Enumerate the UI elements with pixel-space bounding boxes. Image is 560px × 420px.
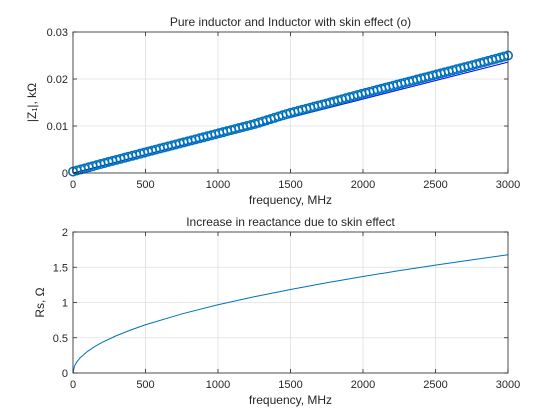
bottom-ytick-label: 0 (62, 368, 68, 380)
bottom-plot: 0 500 1000 1500 2000 2500 3000 0 0.5 1 1.5 2 Increa… (33, 215, 520, 407)
bottom-xtick-label: 2500 (423, 379, 447, 391)
bottom-ticks: 0 500 1000 1500 2000 2500 3000 0 0.5 1 1.5 2 (53, 227, 521, 391)
top-ytick-label: 0.01 (47, 121, 68, 133)
top-xtick-label: 500 (136, 179, 154, 191)
bottom-ytick-label: 2 (62, 227, 68, 239)
top-plot: 0 500 1000 1500 2000 2500 3000 0 0.01 0.02 0.03 Pu… (25, 15, 520, 207)
bottom-xtick-label: 1500 (278, 379, 302, 391)
top-ytick-label: 0 (62, 168, 68, 180)
top-title: Pure inductor and Inductor with skin eff… (170, 15, 411, 29)
bottom-xtick-label: 500 (136, 379, 154, 391)
bottom-xtick-label: 2000 (351, 379, 375, 391)
top-xtick-label: 2500 (423, 179, 447, 191)
bottom-xlabel: frequency, MHz (249, 393, 332, 407)
bottom-xtick-label: 0 (70, 379, 76, 391)
top-xtick-label: 1500 (278, 179, 302, 191)
top-xtick-label: 0 (70, 179, 76, 191)
top-xtick-label: 1000 (206, 179, 230, 191)
top-xtick-label: 3000 (496, 179, 520, 191)
top-xtick-label: 2000 (351, 179, 375, 191)
bottom-xtick-label: 1000 (206, 379, 230, 391)
top-ticks: 0 500 1000 1500 2000 2500 3000 0 0.01 0.02 0.03 (47, 27, 521, 191)
bottom-ytick-label: 1.5 (53, 262, 68, 274)
top-ytick-label: 0.02 (47, 74, 68, 86)
bottom-ytick-label: 0.5 (53, 333, 68, 345)
bottom-series (72, 254, 509, 374)
bottom-ytick-label: 1 (62, 298, 68, 310)
bottom-series-0-line (72, 254, 509, 374)
top-series (68, 50, 513, 177)
top-xlabel: frequency, MHz (249, 193, 332, 207)
bottom-title: Increase in reactance due to skin effect (186, 215, 395, 229)
bottom-ylabel: Rs, Ω (33, 287, 47, 317)
bottom-xtick-label: 3000 (496, 379, 520, 391)
top-ytick-label: 0.03 (47, 27, 68, 39)
top-ylabel: |Z₁|, kΩ (25, 83, 39, 122)
